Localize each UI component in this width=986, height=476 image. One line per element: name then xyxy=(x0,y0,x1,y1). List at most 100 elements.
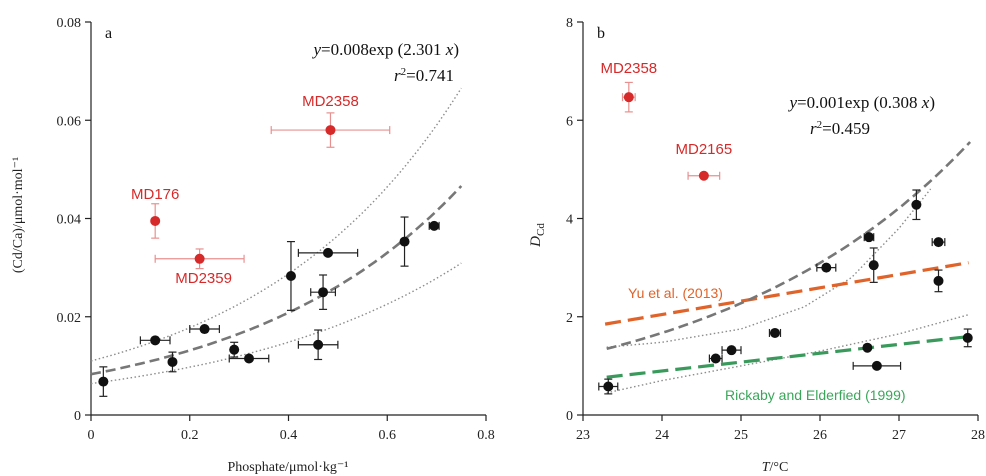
panel-a-data-point xyxy=(228,353,270,364)
panel-b-data-point xyxy=(862,342,873,353)
panel-a-r2: r2=0.741 xyxy=(394,66,454,85)
panel-b-x-tick-label: 23 xyxy=(576,428,590,443)
panel-a-outlier-label: MD2359 xyxy=(175,270,232,287)
point-marker xyxy=(769,327,780,338)
point-marker xyxy=(199,324,210,335)
panel-b-data-point xyxy=(863,232,875,243)
point-marker xyxy=(911,199,922,210)
point-marker xyxy=(623,92,634,103)
panel-b-outlier-points: MD2358 MD2165 xyxy=(600,60,732,181)
panel-b-data-point xyxy=(708,353,723,364)
panel-a-x-tick-label: 0.8 xyxy=(477,428,495,443)
point-marker xyxy=(318,287,329,298)
panel-a-data-point xyxy=(139,335,171,346)
panel-b-data-point xyxy=(868,247,879,283)
panel-b-x-axis-unit: /°C xyxy=(769,460,788,475)
point-marker xyxy=(698,170,709,181)
panel-a-eq-body: =0.008exp (2.301 xyxy=(321,40,446,59)
panel-b-fit-curve xyxy=(606,141,972,351)
point-marker xyxy=(313,339,324,350)
panel-a-x-tick-label: 0 xyxy=(88,428,95,443)
panel-a-data-point xyxy=(310,274,337,310)
panel-b-data-point xyxy=(852,360,902,371)
panel-a-outlier-point xyxy=(150,203,161,239)
point-marker xyxy=(194,253,205,264)
panel-a-data-point xyxy=(229,341,240,358)
point-marker xyxy=(244,353,254,364)
panel-a-ci-upper-line xyxy=(90,87,462,362)
panel-b-yu-line xyxy=(604,261,969,326)
panel-b-y-tick-label: 0 xyxy=(566,409,573,424)
panel-a-eq-close: ) xyxy=(453,40,459,59)
panel-a-y-tick-label: 0.02 xyxy=(57,311,82,326)
panel-b-outlier-label: MD2165 xyxy=(676,141,733,158)
panel-a-y-tick-label: 0.08 xyxy=(57,16,82,31)
panel-a-data-point xyxy=(399,216,410,267)
point-marker xyxy=(862,342,873,353)
point-marker xyxy=(868,260,879,271)
point-marker xyxy=(285,270,296,281)
panel-b-x-tick-label: 25 xyxy=(734,428,748,443)
point-marker xyxy=(933,275,944,286)
panel-a-outlier-label: MD2358 xyxy=(302,93,359,110)
panel-b-data-point xyxy=(931,237,946,248)
panel-a-data-point xyxy=(297,329,339,361)
panel-a-x-tick-label: 0.4 xyxy=(280,428,298,443)
point-marker xyxy=(399,236,410,247)
panel-a-outlier-point xyxy=(270,112,391,148)
point-marker xyxy=(98,376,109,387)
panel-b-outlier-point xyxy=(687,170,721,181)
panel-a-equation: y=0.008exp (2.301 x) xyxy=(311,40,459,59)
panel-b-y-tick-label: 4 xyxy=(566,213,573,228)
panel-b-eq-close: ) xyxy=(929,93,935,112)
point-marker xyxy=(933,237,944,248)
panel-a-fit-curve xyxy=(90,185,463,376)
point-marker xyxy=(726,345,737,356)
panel-a-r2-value: =0.741 xyxy=(406,66,454,85)
panel-b-rickaby-label: Rickaby and Elderfied (1999) xyxy=(725,387,906,403)
panel-b-label: b xyxy=(597,25,605,42)
panel-b-y-axis-title: DCd xyxy=(528,223,547,248)
panel-b-data-point xyxy=(721,345,742,356)
panel-b-x-tick-label: 27 xyxy=(892,428,906,443)
panel-a-data-point xyxy=(189,324,220,335)
panel-b-ci-lower-line xyxy=(606,313,971,394)
point-marker xyxy=(603,381,614,392)
point-marker xyxy=(167,356,178,367)
panel-a-x-tick-label: 0.2 xyxy=(181,428,199,443)
panel-a-data-point xyxy=(297,247,359,258)
panel-b-eq-y: y xyxy=(787,93,797,112)
point-marker xyxy=(871,360,882,371)
panel-b-eq-body: =0.001exp (0.308 xyxy=(797,93,922,112)
panel-b-y-tick-label: 2 xyxy=(566,311,573,326)
panel-b-data-points xyxy=(598,189,973,395)
panel-b-x-tick-label: 26 xyxy=(813,428,827,443)
panel-b-r2: r2=0.459 xyxy=(810,119,870,138)
panel-b-data-point xyxy=(598,378,619,395)
panel-b-y-tick-label: 6 xyxy=(566,114,573,129)
panel-a-y-axis-title: (Cd/Ca)/μmol·mol⁻¹ xyxy=(11,157,26,273)
panel-b-x-tick-label: 24 xyxy=(655,428,669,443)
panel-a-data-point xyxy=(428,220,440,231)
panel-b-y-axis-main: D xyxy=(528,236,544,248)
panel-a-r2-sup: 2 xyxy=(401,66,407,78)
panel-a-data-point xyxy=(98,366,109,397)
panel-a-fit-line xyxy=(90,185,463,376)
panel-a-eq-y: y xyxy=(311,40,321,59)
panel-a-x-tick-label: 0.6 xyxy=(379,428,397,443)
point-marker xyxy=(821,262,832,273)
panel-b-y-axis-sub: Cd xyxy=(535,223,547,236)
panel-a-outlier-label: MD176 xyxy=(131,186,179,203)
point-marker xyxy=(150,215,161,226)
panel-b-data-point xyxy=(933,269,944,293)
panel-b-yu-label: Yu et al. (2013) xyxy=(628,285,723,301)
panel-b-y-tick-label: 8 xyxy=(566,16,573,31)
panel-b-fit-line xyxy=(606,141,972,351)
panel-b-r2-r: r xyxy=(810,119,817,138)
panel-a-confidence-band xyxy=(90,87,462,385)
panel-a-chart: 0 0.2 0.4 0.6 0.8 0 0.02 0.04 0.06 0.08 MD2358 MD1… xyxy=(11,16,495,475)
panel-a-data-point xyxy=(285,240,296,311)
panel-a-axes: 0 0.2 0.4 0.6 0.8 0 0.02 0.04 0.06 0.08 xyxy=(57,16,495,443)
